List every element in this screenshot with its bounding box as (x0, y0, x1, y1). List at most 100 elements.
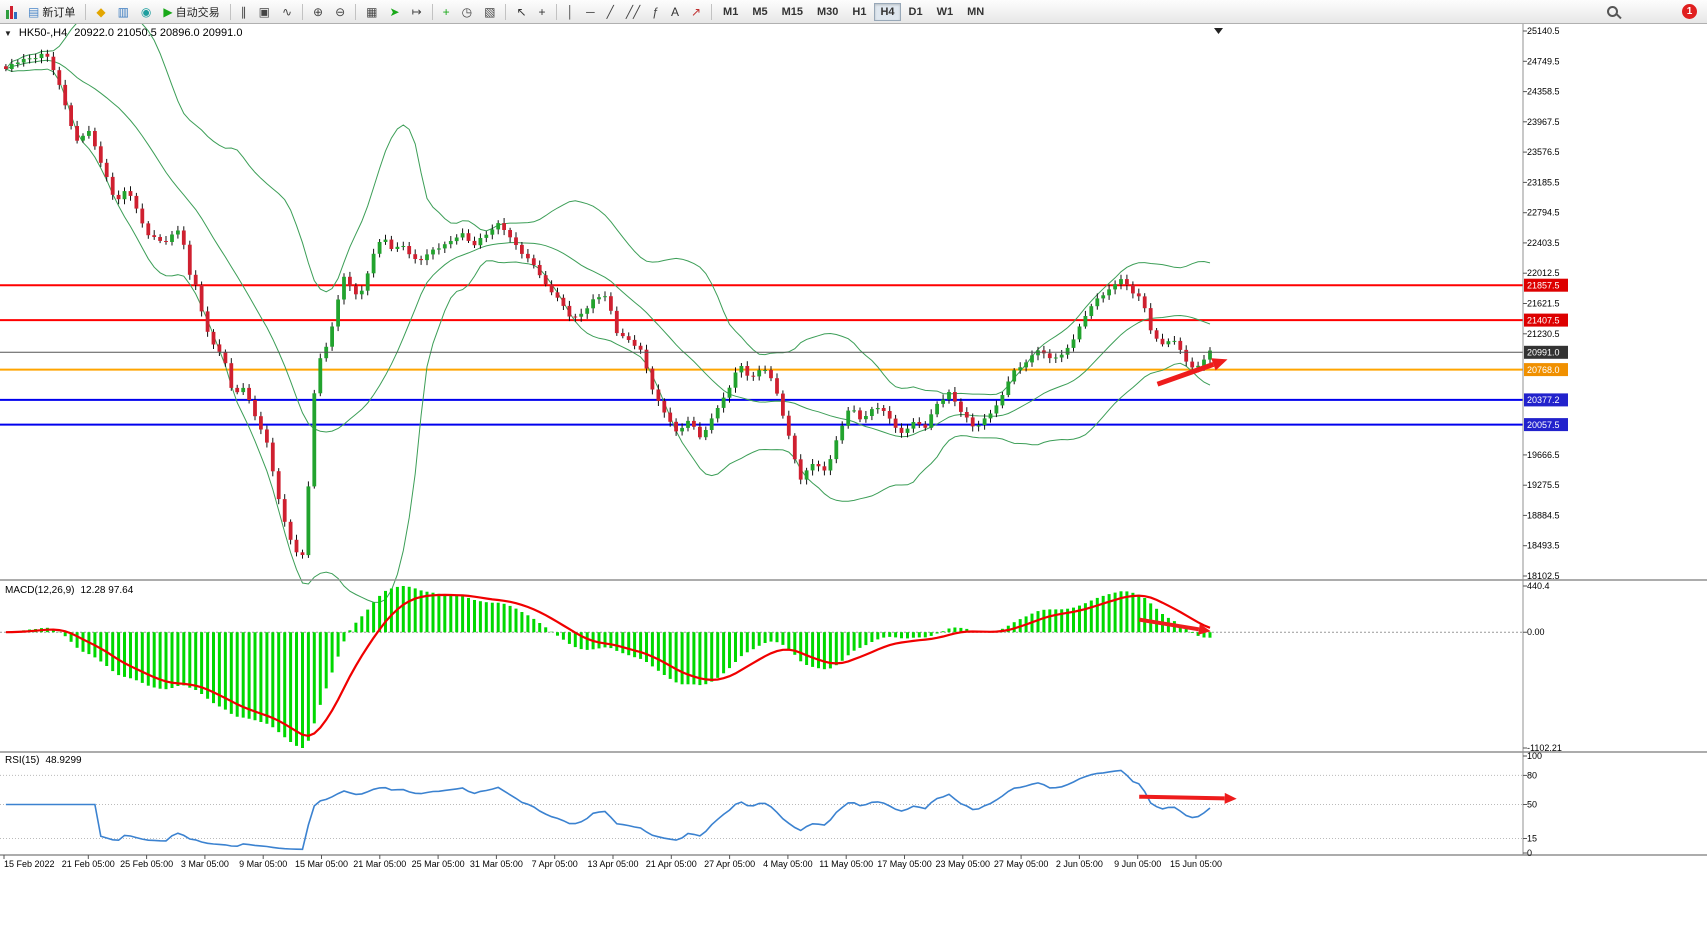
svg-text:23185.5: 23185.5 (1527, 177, 1560, 187)
chart-ohlc-values: 20922.0 21050.5 20896.0 20991.0 (74, 27, 243, 39)
line-chart-button[interactable]: ∿ (277, 2, 297, 22)
app-logo-icon (6, 5, 17, 19)
fibonacci-button[interactable]: ƒ (647, 2, 664, 22)
svg-text:25 Mar 05:00: 25 Mar 05:00 (412, 859, 465, 869)
chart-title: ▼ HK50-,H4 20922.0 21050.5 20896.0 20991… (4, 27, 242, 39)
chart-symbol-period: HK50-,H4 (18, 27, 68, 39)
svg-text:24358.5: 24358.5 (1527, 87, 1560, 97)
vertical-line-button[interactable]: │ (562, 2, 580, 22)
zoom-out-icon: ⊖ (335, 4, 346, 19)
svg-text:4 May 05:00: 4 May 05:00 (763, 859, 813, 869)
notification-badge[interactable]: 1 (1682, 4, 1697, 19)
timeframe-m5-button[interactable]: M5 (746, 3, 773, 21)
zoom-in-button[interactable]: ⊕ (308, 2, 328, 22)
timeframe-h4-button[interactable]: H4 (874, 2, 901, 21)
arrows-tool-button[interactable]: ↗ (686, 2, 706, 22)
templates-button[interactable]: ▧ (479, 2, 500, 22)
svg-text:0.00: 0.00 (1527, 627, 1545, 637)
button-label: M1 (723, 5, 739, 18)
line-chart-icon: ∿ (281, 4, 293, 19)
cursor-button[interactable]: ↖ (511, 2, 531, 22)
button-label: H4 (880, 5, 895, 18)
svg-text:21 Feb 05:00: 21 Feb 05:00 (62, 859, 115, 869)
svg-text:19275.5: 19275.5 (1527, 480, 1560, 490)
text-icon: A (670, 4, 679, 19)
svg-text:18102.5: 18102.5 (1527, 571, 1560, 581)
channel-button[interactable]: ╱╱ (621, 2, 645, 22)
data-window-button[interactable]: ◉ (136, 2, 156, 22)
svg-text:11 May 05:00: 11 May 05:00 (819, 859, 873, 869)
svg-text:21407.5: 21407.5 (1527, 315, 1560, 325)
macd-indicator-label: MACD(12,26,9) 12.28 97.64 (5, 585, 133, 596)
indicators-button[interactable]: + (438, 2, 455, 22)
vertical-line-icon: │ (566, 4, 575, 19)
periods-button[interactable]: ◷ (457, 2, 477, 22)
svg-text:21 Apr 05:00: 21 Apr 05:00 (646, 859, 697, 869)
svg-text:80: 80 (1527, 770, 1537, 780)
svg-text:15 Jun 05:00: 15 Jun 05:00 (1170, 859, 1222, 869)
zoom-out-button[interactable]: ⊖ (330, 2, 350, 22)
timeframe-m1-button[interactable]: M1 (717, 3, 744, 21)
candlestick-chart-button[interactable]: ▣ (254, 2, 275, 22)
svg-text:7 Apr 05:00: 7 Apr 05:00 (532, 859, 578, 869)
autotrading-button[interactable]: ▶ 自动交易 (158, 2, 224, 22)
toolbar-separator (431, 3, 433, 20)
svg-text:25 Feb 05:00: 25 Feb 05:00 (120, 859, 173, 869)
auto-scroll-icon: ➤ (389, 4, 400, 19)
symbols-icon: ◆ (96, 4, 106, 19)
svg-text:440.4: 440.4 (1527, 581, 1550, 591)
toolbar-separator (85, 3, 87, 20)
timeframe-h1-button[interactable]: H1 (846, 3, 872, 21)
svg-text:20377.2: 20377.2 (1527, 395, 1560, 405)
button-label: 自动交易 (175, 6, 220, 19)
arrows-tool-icon: ↗ (690, 4, 702, 19)
new-order-button[interactable]: ▤ 新订单 (23, 2, 80, 22)
tile-windows-icon: ▦ (366, 4, 378, 19)
toolbar-separator (302, 3, 304, 20)
templates-icon: ▧ (484, 4, 496, 19)
chart-canvas[interactable]: 25140.5 24749.5 24358.5 23967.5 23576.5 23185… (0, 24, 1707, 943)
svg-text:20991.0: 20991.0 (1527, 348, 1560, 358)
trendline-icon: ╱ (606, 4, 614, 19)
collapse-icon[interactable]: ▼ (4, 28, 12, 38)
svg-text:23576.5: 23576.5 (1527, 147, 1560, 157)
chart-shift-button[interactable]: ↦ (407, 2, 427, 22)
bar-chart-button[interactable]: ∥ (236, 2, 252, 22)
svg-text:13 Apr 05:00: 13 Apr 05:00 (587, 859, 638, 869)
svg-text:21230.5: 21230.5 (1527, 329, 1560, 339)
trendline-button[interactable]: ╱ (602, 2, 619, 22)
svg-text:22794.5: 22794.5 (1527, 208, 1560, 218)
toolbar-separator (555, 3, 557, 20)
text-button[interactable]: A (666, 2, 684, 22)
timeframe-m15-button[interactable]: M15 (776, 3, 809, 21)
svg-text:21621.5: 21621.5 (1527, 299, 1560, 309)
indicators-icon: + (442, 4, 450, 19)
svg-text:27 Apr 05:00: 27 Apr 05:00 (704, 859, 755, 869)
timeframe-w1-button[interactable]: W1 (931, 3, 960, 21)
macd-values: 12.28 97.64 (80, 585, 134, 596)
autotrading-icon: ▶ (163, 4, 173, 19)
svg-text:23 May 05:00: 23 May 05:00 (936, 859, 991, 869)
timeframe-d1-button[interactable]: D1 (903, 3, 929, 21)
svg-text:9 Jun 05:00: 9 Jun 05:00 (1114, 859, 1161, 869)
timeframe-m30-button[interactable]: M30 (811, 3, 844, 21)
auto-scroll-button[interactable]: ➤ (385, 2, 405, 22)
tile-windows-button[interactable]: ▦ (361, 2, 382, 22)
toolbar-right: 1 (1607, 4, 1703, 19)
button-label: H1 (852, 5, 867, 18)
candlestick-chart-icon: ▣ (258, 4, 270, 19)
svg-text:20768.0: 20768.0 (1527, 365, 1560, 375)
fibonacci-icon: ƒ (652, 4, 659, 19)
crosshair-button[interactable]: + (534, 2, 551, 22)
button-label: MN (967, 5, 985, 18)
toolbar-separator (229, 3, 231, 20)
timeframe-mn-button[interactable]: MN (961, 3, 990, 21)
symbols-button[interactable]: ◆ (91, 2, 110, 22)
market-watch-button[interactable]: ▥ (113, 2, 134, 22)
macd-name: MACD(12,26,9) (5, 585, 75, 596)
chart-shift-icon: ↦ (411, 4, 422, 19)
svg-text:22403.5: 22403.5 (1527, 238, 1560, 248)
horizontal-line-button[interactable]: ─ (581, 2, 600, 22)
svg-text:21 Mar 05:00: 21 Mar 05:00 (353, 859, 406, 869)
search-icon[interactable] (1607, 6, 1618, 17)
